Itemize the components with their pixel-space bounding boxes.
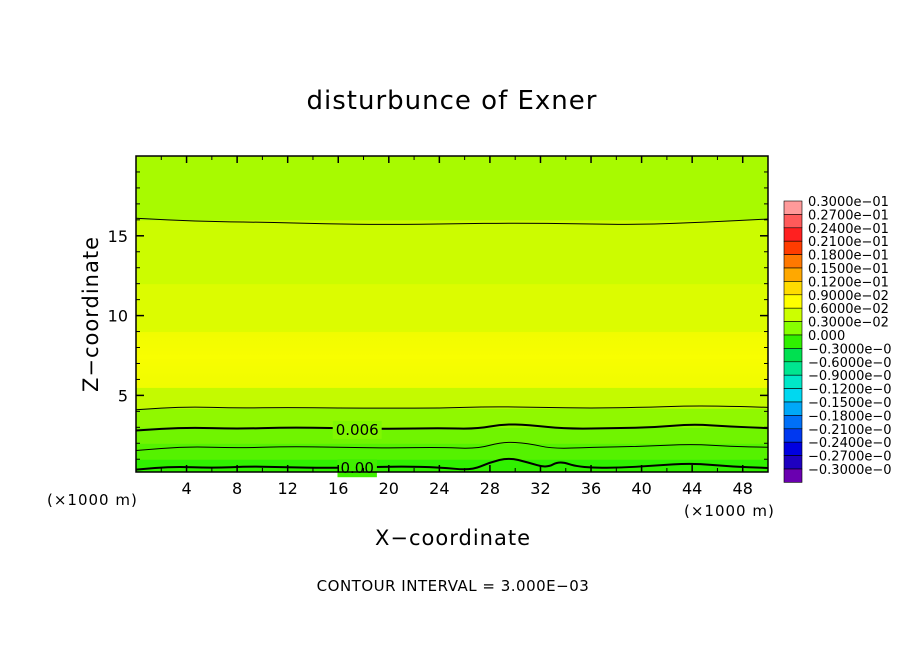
colorbar-swatch-10 [783, 334, 803, 349]
colorbar-label-6: 0.1200e−01 [808, 275, 889, 290]
contour-lines [136, 217, 768, 471]
field-band-4 [136, 387, 768, 409]
colorbar-swatch-12 [783, 361, 803, 376]
field-band-6 [136, 283, 768, 333]
field-band-1 [136, 443, 768, 460]
field-band-0 [136, 459, 768, 472]
plot-frame [135, 155, 769, 473]
x-tick-label-6: 28 [480, 479, 500, 498]
x-axis-label: X−coordinate [375, 526, 531, 550]
colorbar-label-8: 0.6000e−02 [808, 302, 889, 317]
contour-label-0: 0.006 [336, 421, 379, 439]
x-tick-label-5: 24 [429, 479, 449, 498]
x-units-right: (×1000 m) [684, 502, 775, 520]
colorbar-label-1: 0.2700e−01 [808, 208, 889, 223]
contour-label-1: 0.00 [340, 459, 373, 477]
colorbar-swatch-18 [783, 441, 803, 456]
colorbar-swatch-14 [783, 388, 803, 403]
colorbar-label-18: −0.2400e−0 [808, 436, 892, 451]
colorbar-swatch-7 [783, 294, 803, 309]
x-tick-label-7: 32 [530, 479, 550, 498]
contour-field [136, 156, 768, 472]
contour-line-2 [136, 423, 768, 432]
y-tick-label-2: 15 [108, 227, 128, 246]
x-tick-label-11: 48 [733, 479, 753, 498]
colorbar-label-16: −0.1800e−0 [808, 409, 892, 424]
colorbar-label-9: 0.3000e−02 [808, 316, 889, 331]
x-tick-label-10: 44 [682, 479, 702, 498]
colorbar-swatch-2 [783, 227, 803, 242]
colorbar-label-7: 0.9000e−02 [808, 289, 889, 304]
field-band-8 [136, 156, 768, 221]
colorbar-label-12: −0.6000e−0 [808, 356, 892, 371]
colorbar-swatch-13 [783, 374, 803, 389]
colorbar-swatch-1 [783, 214, 803, 229]
x-tick-label-4: 20 [379, 479, 399, 498]
colorbar-swatch-20 [783, 468, 803, 483]
colorbar-label-13: −0.9000e−0 [808, 369, 892, 384]
colorbar-swatch-11 [783, 348, 803, 363]
colorbar-swatch-6 [783, 281, 803, 296]
contour-line-0 [136, 457, 768, 471]
colorbar-label-10: 0.000 [808, 329, 845, 344]
colorbar-label-4: 0.1800e−01 [808, 249, 889, 264]
colorbar: 0.3000e−010.2700e−010.2400e−010.2100e−01… [783, 195, 892, 483]
colorbar-swatch-17 [783, 428, 803, 443]
contour-line-3 [136, 405, 768, 411]
field-max-glow [136, 328, 768, 386]
x-tick-label-2: 12 [278, 479, 298, 498]
colorbar-label-14: −0.1200e−0 [808, 383, 892, 398]
colorbar-swatch-0 [783, 200, 803, 215]
chart-title: disturbunce of Exner [306, 86, 598, 116]
x-tick-label-3: 16 [328, 479, 348, 498]
colorbar-label-19: −0.2700e−0 [808, 450, 892, 465]
colorbar-label-2: 0.2400e−01 [808, 222, 889, 237]
field-band-7 [136, 219, 768, 285]
y-axis-label: Z−coordinate [79, 236, 103, 392]
y-tick-label-1: 10 [108, 307, 128, 326]
y-tick-label-0: 5 [118, 386, 128, 405]
colorbar-swatch-9 [783, 321, 803, 336]
colorbar-label-5: 0.1500e−01 [808, 262, 889, 277]
contour-interval-note: CONTOUR INTERVAL = 3.000E−03 [316, 577, 590, 595]
colorbar-label-3: 0.2100e−01 [808, 235, 889, 250]
colorbar-swatch-3 [783, 240, 803, 255]
colorbar-swatch-8 [783, 307, 803, 322]
colorbar-swatch-16 [783, 415, 803, 430]
x-tick-label-9: 40 [631, 479, 651, 498]
colorbar-swatch-15 [783, 401, 803, 416]
contour-line-1 [136, 441, 768, 451]
x-units-left: (×1000 m) [47, 491, 138, 509]
x-tick-label-0: 4 [181, 479, 191, 498]
colorbar-swatch-5 [783, 267, 803, 282]
colorbar-swatch-4 [783, 254, 803, 269]
colorbar-swatch-19 [783, 455, 803, 470]
contour-label-bg-0 [332, 420, 382, 439]
x-tick-label-1: 8 [232, 479, 242, 498]
colorbar-label-0: 0.3000e−01 [808, 195, 889, 210]
colorbar-label-15: −0.1500e−0 [808, 396, 892, 411]
field-band-2 [136, 427, 768, 444]
field-band-3 [136, 408, 768, 428]
colorbar-label-20: −0.3000e−0 [808, 463, 892, 478]
colorbar-label-17: −0.2100e−0 [808, 423, 892, 438]
contour-line-4 [136, 217, 768, 225]
x-tick-label-8: 36 [581, 479, 601, 498]
colorbar-label-11: −0.3000e−0 [808, 342, 892, 357]
